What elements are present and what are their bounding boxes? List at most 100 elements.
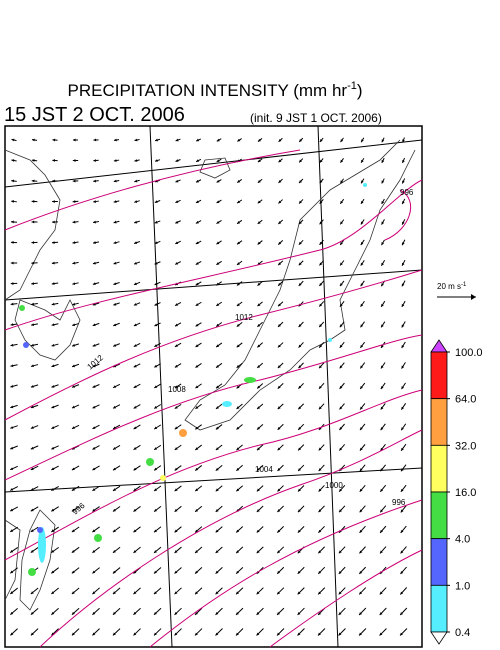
wind-arrow-head xyxy=(51,241,55,244)
colorbar-label: 4.0 xyxy=(455,534,470,546)
wind-arrow-head xyxy=(215,570,219,574)
wind-arrow-head xyxy=(380,386,384,390)
wind-arrow-head xyxy=(236,426,240,430)
wind-arrow-head xyxy=(319,180,323,184)
wind-arrow-head xyxy=(31,343,34,347)
wind-arrow-head xyxy=(381,303,384,307)
wind-arrow-head xyxy=(318,385,322,389)
wind-arrow-head xyxy=(400,550,404,554)
wind-arrow-head xyxy=(380,509,384,513)
wind-arrow-head xyxy=(92,343,96,347)
colorbar-segment xyxy=(430,444,448,493)
wind-arrow-head xyxy=(338,612,342,615)
wind-arrow-head xyxy=(195,406,199,409)
wind-arrow-head xyxy=(299,200,302,204)
wind-arrow-head xyxy=(113,179,117,183)
wind-arrow-head xyxy=(297,632,301,636)
isobars xyxy=(4,149,423,648)
coast-china xyxy=(4,149,61,301)
wind-arrow-head xyxy=(31,241,35,244)
wind-arrow-head xyxy=(236,323,240,327)
colorbar-segment xyxy=(430,351,448,400)
wind-arrow-head xyxy=(236,570,240,574)
coast-japan xyxy=(184,139,416,431)
wind-arrow-head xyxy=(93,138,97,142)
wind-arrow-head xyxy=(340,139,344,143)
wind-arrow-head xyxy=(113,426,117,429)
wind-arrow-head xyxy=(359,570,363,574)
isobar-label: 1000 xyxy=(325,481,343,490)
colorbar-label: 64.0 xyxy=(455,394,476,406)
wind-arrow-head xyxy=(338,591,342,595)
wind-arrow-head xyxy=(359,591,363,595)
wind-arrow-head xyxy=(175,159,179,162)
wind-arrow-head xyxy=(10,241,14,244)
wind-arrows xyxy=(9,137,408,636)
wind-arrow-head xyxy=(216,282,220,286)
wind-arrow-head xyxy=(339,303,343,307)
wind-arrow-head xyxy=(11,179,15,183)
wind-arrow-head xyxy=(236,550,240,554)
title-text: PRECIPITATION INTENSITY (mm hr xyxy=(67,81,347,100)
rain-cell xyxy=(146,458,154,466)
isobar xyxy=(4,389,423,561)
wind-arrow-head xyxy=(195,200,199,203)
colorbar-segment xyxy=(430,491,448,540)
wind-arrow-head xyxy=(339,406,343,410)
wind-arrow-head xyxy=(134,179,138,183)
wind-arrow-head xyxy=(174,591,178,595)
wind-arrow-head xyxy=(93,241,96,244)
wind-arrow-head xyxy=(319,303,323,307)
wind-arrow-head xyxy=(51,282,55,286)
wind-arrow-head xyxy=(51,446,55,450)
wind-arrow-head xyxy=(71,591,75,595)
wind-arrow-head xyxy=(134,261,138,265)
wind-arrow-head xyxy=(154,550,157,553)
wind-arrow-head xyxy=(400,509,404,513)
wind-arrow-head xyxy=(339,509,342,513)
wind-arrow-head xyxy=(113,385,117,388)
wind-arrow-head xyxy=(359,612,363,615)
wind-arrow-head xyxy=(236,591,239,595)
isobar xyxy=(149,499,423,648)
rain-cell xyxy=(37,527,43,533)
wind-arrow-head xyxy=(113,323,117,327)
wind-arrow-head xyxy=(338,632,342,636)
wind-arrow-head xyxy=(93,159,97,162)
wind-arrow-head xyxy=(153,570,157,574)
wind-arrow-head xyxy=(112,591,116,595)
wind-arrow-head xyxy=(112,632,116,636)
wind-arrow-head xyxy=(360,406,363,410)
wind-arrow-head xyxy=(256,509,260,512)
wind-arrow-head xyxy=(174,550,178,553)
wind-arrow-head xyxy=(359,447,363,451)
wind-arrow-head xyxy=(318,406,322,410)
wind-arrow-head xyxy=(31,159,35,162)
wind-arrow-head xyxy=(340,221,343,225)
wind-arrow-head xyxy=(318,632,321,636)
wind-arrow-head xyxy=(216,344,220,348)
wind-arrow-head xyxy=(215,426,219,430)
lon-line xyxy=(317,125,339,648)
wind-arrow-head xyxy=(379,591,383,595)
wind-arrow-head xyxy=(401,427,404,431)
wind-arrow-head xyxy=(340,262,343,266)
wind-arrow-head xyxy=(215,447,219,451)
wind-arrow-head xyxy=(93,220,96,224)
lon-line xyxy=(149,125,173,648)
wind-arrow-head xyxy=(30,591,34,594)
wind-scale-label: 20 m s-1 xyxy=(437,282,467,291)
wind-arrow-head xyxy=(216,179,220,183)
wind-arrow-head xyxy=(298,262,302,266)
rain-cell xyxy=(244,377,256,383)
wind-arrow-head xyxy=(299,180,302,183)
wind-arrow-head xyxy=(10,323,14,327)
wind-arrow-head xyxy=(401,262,405,266)
wind-arrow-head xyxy=(51,343,55,347)
wind-arrow-head xyxy=(112,508,116,512)
wind-arrow-head xyxy=(257,241,261,245)
wind-arrow-head xyxy=(235,632,239,636)
wind-arrow-head xyxy=(359,550,363,554)
wind-arrow-head xyxy=(318,529,322,533)
wind-arrow-head xyxy=(92,282,96,286)
